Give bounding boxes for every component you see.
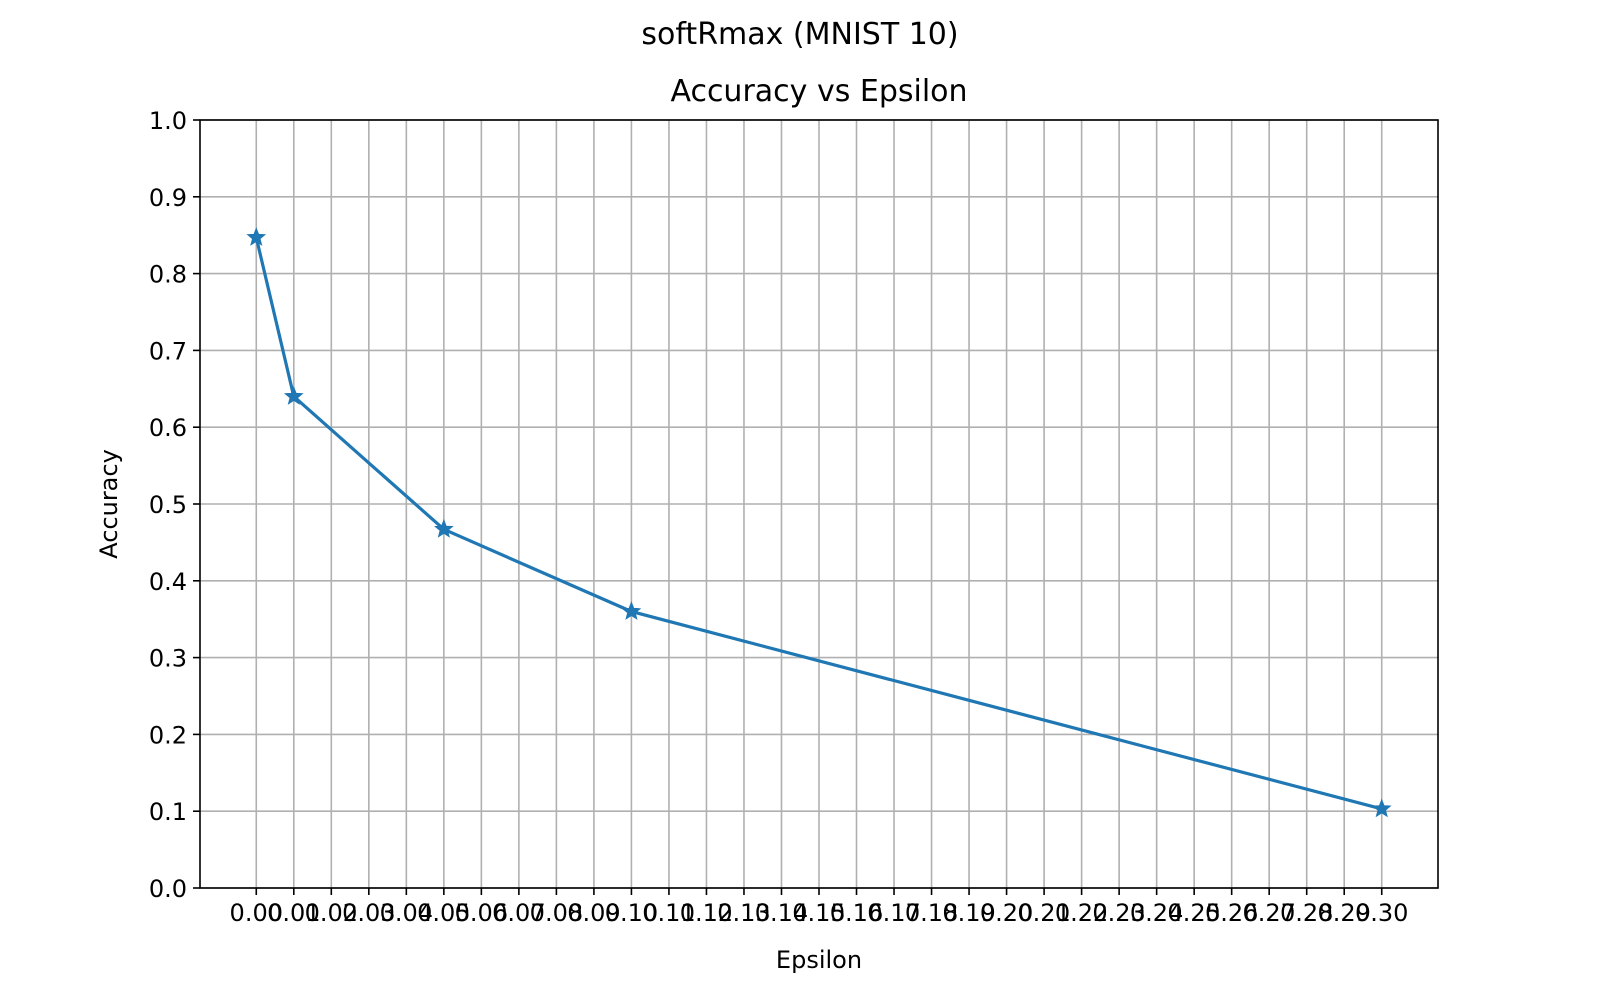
x-tick-label: 0.20 (980, 899, 1033, 927)
x-tick-label: 0.06 (455, 899, 508, 927)
x-tick-label: 0.23 (1092, 899, 1145, 927)
x-tick-label: 0.09 (567, 899, 620, 927)
ticks: 0.000.010.020.030.040.050.060.070.080.09… (149, 107, 1409, 927)
x-tick-label: 0.27 (1242, 899, 1295, 927)
data-point-marker (246, 227, 267, 246)
x-tick-label: 0.10 (605, 899, 658, 927)
series-layer (246, 227, 1392, 818)
x-tick-label: 0.02 (305, 899, 358, 927)
data-point-marker (1371, 798, 1392, 818)
y-axis-label: Accuracy (95, 449, 123, 559)
x-tick-label: 0.11 (642, 899, 695, 927)
y-tick-label: 0.2 (149, 721, 187, 749)
x-axis-label: Epsilon (776, 946, 862, 974)
data-point-marker (433, 518, 454, 538)
y-tick-label: 0.5 (149, 491, 187, 519)
grid (200, 119, 1438, 889)
x-tick-label: 0.29 (1317, 899, 1370, 927)
x-tick-label: 0.07 (492, 899, 545, 927)
x-tick-label: 0.26 (1205, 899, 1258, 927)
chart-title: Accuracy vs Epsilon (670, 74, 967, 109)
x-tick-label: 0.28 (1280, 899, 1333, 927)
x-tick-label: 0.04 (380, 899, 433, 927)
x-tick-label: 0.19 (942, 899, 995, 927)
y-tick-label: 0.7 (149, 337, 187, 365)
y-tick-label: 1.0 (149, 107, 187, 135)
x-tick-label: 0.13 (717, 899, 770, 927)
x-tick-label: 0.22 (1055, 899, 1108, 927)
x-tick-label: 0.21 (1017, 899, 1070, 927)
x-tick-label: 0.14 (755, 899, 808, 927)
y-tick-label: 0.6 (149, 414, 187, 442)
x-tick-label: 0.18 (905, 899, 958, 927)
data-point-marker (283, 386, 304, 405)
x-tick-label: 0.12 (680, 899, 733, 927)
x-tick-label: 0.17 (867, 899, 920, 927)
x-tick-label: 0.08 (530, 899, 583, 927)
x-tick-label: 0.01 (267, 899, 320, 927)
x-tick-label: 0.24 (1130, 899, 1183, 927)
x-tick-label: 0.15 (792, 899, 845, 927)
y-tick-label: 0.1 (149, 798, 187, 826)
figure-suptitle: softRmax (MNIST 10) (641, 17, 958, 52)
x-tick-label: 0.00 (230, 899, 283, 927)
y-tick-label: 0.9 (149, 184, 187, 212)
x-tick-label: 0.05 (417, 899, 470, 927)
x-tick-label: 0.03 (342, 899, 395, 927)
data-point-marker (621, 601, 642, 620)
y-tick-label: 0.3 (149, 645, 187, 673)
x-tick-label: 0.16 (830, 899, 883, 927)
y-tick-label: 0.0 (149, 875, 187, 903)
x-tick-label: 0.25 (1167, 899, 1220, 927)
y-tick-label: 0.8 (149, 261, 187, 289)
x-tick-label: 0.30 (1355, 899, 1408, 927)
y-tick-label: 0.4 (149, 568, 187, 596)
